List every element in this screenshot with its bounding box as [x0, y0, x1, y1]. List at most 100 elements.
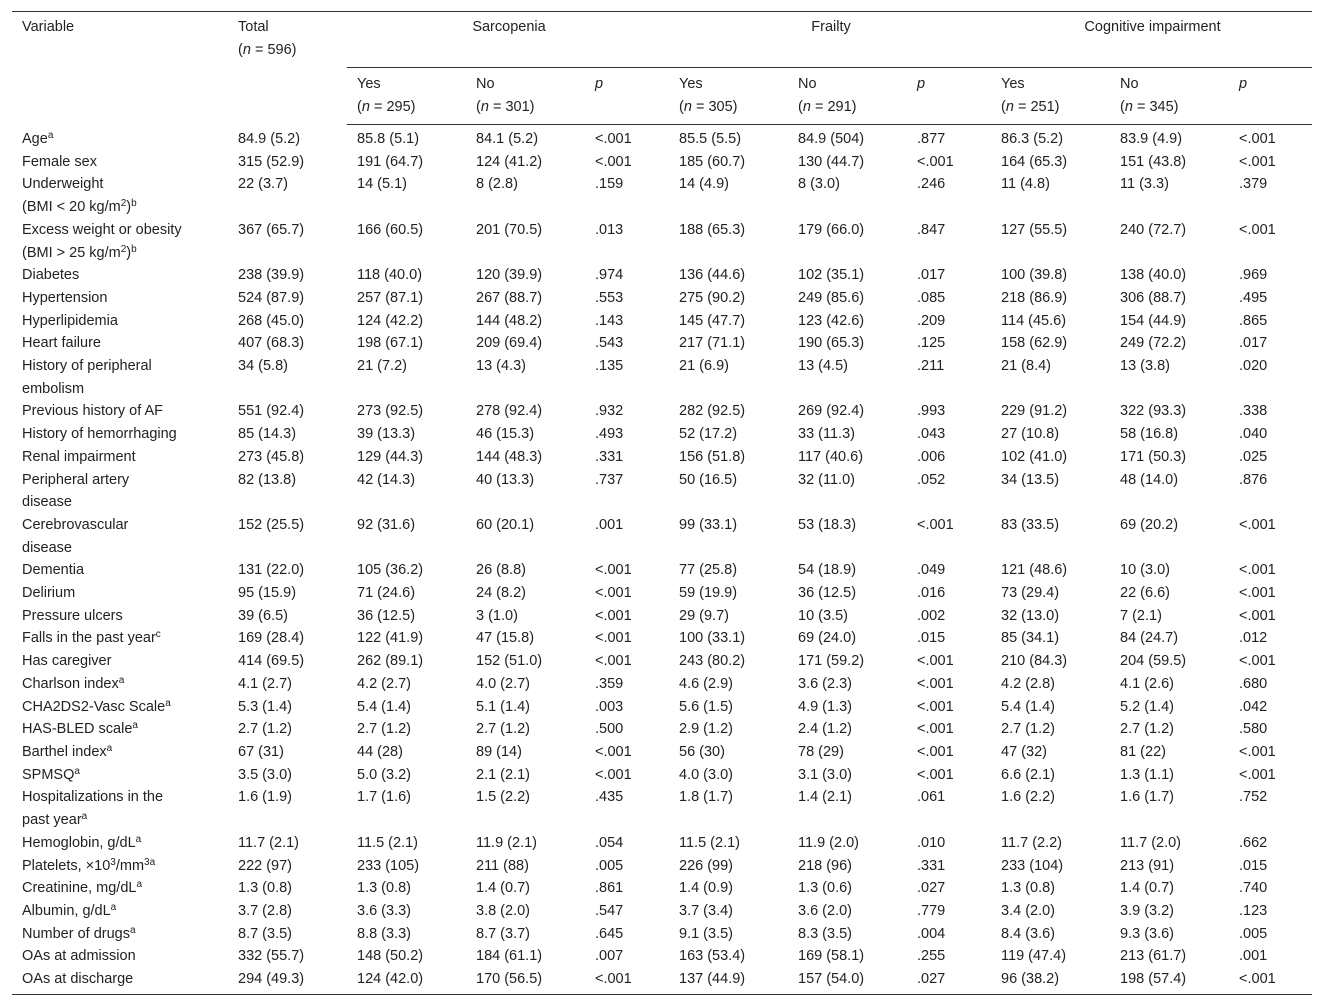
value-cell: 32 (13.0): [1001, 607, 1060, 624]
value-cell: 163 (53.4): [679, 948, 746, 965]
value-cell: 136 (44.6): [679, 267, 746, 284]
table-row: Hypertension 524 (87.9) 257 (87.1) 267 (88.…: [12, 287, 1312, 310]
value-cell: 1.3 (0.8): [357, 880, 411, 897]
value-cell: 6.6 (2.1): [1001, 766, 1056, 783]
row-label: Hyperlipidemia: [12, 310, 228, 333]
value-cell: 71 (24.6): [357, 585, 416, 602]
cell-line: Female sex: [22, 151, 220, 174]
value-cell: 204 (59.5): [1120, 653, 1187, 670]
cell-text: ): [126, 244, 132, 261]
value-cell: 84.1 (5.2): [476, 131, 539, 147]
value-cell: 190 (65.3): [798, 335, 865, 352]
cell-text: (BMI > 25 kg/m: [22, 244, 121, 261]
value-cell: 151 (43.8): [1120, 153, 1187, 170]
value-cell: 8.7 (3.7): [476, 925, 530, 942]
cell-line: p: [1239, 73, 1304, 96]
value-cell: 8.3 (3.5): [798, 925, 852, 942]
cell-text: = 305): [691, 98, 738, 115]
value-cell: 152 (25.5): [238, 516, 305, 533]
value-cell: <.001: [1239, 153, 1276, 170]
value-cell: <.001: [1239, 131, 1276, 147]
cell-text: Female sex: [22, 153, 97, 170]
footnote-mark: 3a: [144, 856, 156, 868]
value-cell: 1.3 (1.1): [1120, 766, 1175, 783]
value-cell: .017: [917, 267, 946, 284]
value-cell: 1.3 (0.8): [238, 880, 292, 897]
value-cell: 120 (39.9): [476, 267, 543, 284]
cell-line: embolism: [22, 378, 220, 401]
cell-text: Yes: [1001, 76, 1025, 92]
value-cell: 69 (24.0): [798, 630, 857, 647]
cell-text: Peripheral artery: [22, 471, 130, 488]
cell-text: = 301): [488, 98, 535, 115]
value-cell: 5.0 (3.2): [357, 766, 411, 783]
value-cell: 3.9 (3.2): [1120, 902, 1175, 919]
value-cell: .125: [917, 335, 946, 352]
value-cell: 4.1 (2.6): [1120, 675, 1175, 692]
value-cell: 257 (87.1): [357, 289, 424, 306]
value-cell: .020: [1239, 358, 1268, 375]
subheader-cell: p: [585, 67, 669, 125]
value-cell: <.001: [595, 585, 632, 602]
value-cell: .877: [917, 131, 946, 147]
table-row: Cerebrovascular disease 152 (25.5) 92 (31.6…: [12, 514, 1312, 559]
table-row: Underweight (BMI < 20 kg/m2)b 22 (3.7) 14 (…: [12, 173, 1312, 218]
cell-line: (BMI < 20 kg/m2)b: [22, 196, 220, 219]
cell-text: Dementia: [22, 562, 85, 579]
footnote-mark: a: [165, 697, 171, 709]
value-cell: 11 (4.8): [1001, 176, 1050, 193]
cell-line: Previous history of AF: [22, 400, 220, 423]
cell-line: (n = 305): [679, 96, 780, 119]
cell-text: ): [126, 199, 132, 216]
value-cell: .006: [917, 448, 946, 465]
cell-line: p: [595, 73, 661, 96]
cell-line: OAs at discharge: [22, 968, 220, 991]
cell-text: Underweight: [22, 176, 104, 193]
cell-line: Creatinine, mg/dLa: [22, 877, 220, 900]
value-cell: 96 (38.2): [1001, 971, 1060, 988]
value-cell: 9.1 (3.5): [679, 925, 733, 942]
cell-text: No: [1120, 76, 1139, 92]
cell-text: Diabetes: [22, 267, 80, 284]
value-cell: 95 (15.9): [238, 585, 297, 602]
value-cell: 124 (42.0): [357, 971, 424, 988]
row-label: SPMSQa: [12, 764, 228, 787]
cell-text: Total: [238, 19, 269, 35]
value-cell: .017: [1239, 335, 1268, 352]
value-cell: <.001: [1239, 585, 1276, 602]
value-cell: <.001: [917, 516, 954, 533]
value-cell: 2.7 (1.2): [357, 721, 411, 738]
value-cell: 273 (92.5): [357, 403, 424, 420]
value-cell: 4.2 (2.8): [1001, 675, 1056, 692]
subheader-cell: No (n = 301): [466, 67, 585, 125]
value-cell: 47 (32): [1001, 743, 1047, 760]
cell-text: No: [798, 76, 817, 92]
subheader-cell: No (n = 345): [1110, 67, 1230, 125]
row-label: Creatinine, mg/dLa: [12, 877, 228, 900]
italic-symbol: n: [1005, 98, 1014, 115]
value-cell: 22 (3.7): [238, 176, 288, 193]
value-cell: <.001: [1239, 607, 1276, 624]
value-cell: <.001: [595, 971, 632, 988]
value-cell: 3.6 (3.3): [357, 902, 411, 919]
cell-text: Renal impairment: [22, 448, 136, 465]
value-cell: 2.1 (2.1): [476, 766, 530, 783]
cell-line: Hyperlipidemia: [22, 310, 220, 333]
cell-line: Charlson indexa: [22, 673, 220, 696]
value-cell: 84.9 (5.2): [238, 130, 301, 147]
value-cell: 144 (48.3): [476, 448, 543, 465]
table-row: Agea 84.9 (5.2) 85.8 (5.1) 84.1 (5.2) <.001 8…: [12, 125, 1312, 151]
value-cell: 169 (28.4): [238, 630, 305, 647]
cell-line: Heart failure: [22, 332, 220, 355]
table-row: History of peripheral embolism 34 (5.8) 21 …: [12, 355, 1312, 400]
row-label: Peripheral artery disease: [12, 469, 228, 514]
value-cell: 36 (12.5): [798, 585, 857, 602]
cell-line: disease: [22, 537, 220, 560]
group-header: Frailty: [669, 11, 992, 68]
table-row: Albumin, g/dLa 3.7 (2.8) 3.6 (3.3) 3.8 (2.0…: [12, 900, 1312, 923]
value-cell: 24 (8.2): [476, 585, 526, 602]
table-row: Renal impairment 273 (45.8) 129 (44.3) 144 …: [12, 446, 1312, 469]
value-cell: 124 (41.2): [476, 153, 543, 170]
value-cell: 332 (55.7): [238, 948, 305, 965]
cell-text: History of peripheral: [22, 358, 152, 375]
